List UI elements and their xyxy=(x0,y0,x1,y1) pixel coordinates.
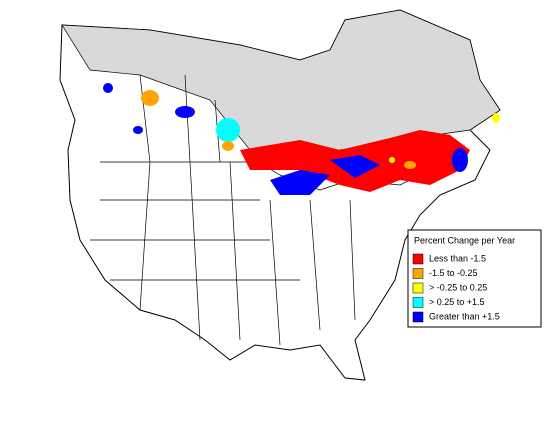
northern-region xyxy=(61,9,501,166)
legend-swatch xyxy=(412,311,424,323)
legend-swatch xyxy=(412,297,424,308)
legend-label: -1.5 to -0.25 xyxy=(429,268,478,278)
region xyxy=(270,170,330,195)
region xyxy=(404,161,416,169)
region xyxy=(330,155,380,178)
legend-title: Percent Change per Year xyxy=(414,235,515,245)
region xyxy=(216,118,240,142)
legend-label: > -0.25 to 0.25 xyxy=(429,282,487,292)
region xyxy=(389,157,395,163)
legend-label: > 0.25 to +1.5 xyxy=(429,297,485,307)
legend: Percent Change per Year Less than -1.5 -1… xyxy=(407,229,542,328)
data-regions xyxy=(103,83,500,195)
region xyxy=(452,148,468,172)
region xyxy=(175,106,195,118)
region xyxy=(222,141,234,151)
legend-label: Greater than +1.5 xyxy=(429,311,500,321)
region xyxy=(103,83,113,93)
legend-box xyxy=(407,229,542,328)
legend-label: Less than -1.5 xyxy=(429,253,486,263)
region xyxy=(133,126,143,134)
legend-swatch xyxy=(412,268,424,279)
legend-swatch xyxy=(412,253,424,265)
region xyxy=(141,90,159,106)
region xyxy=(492,113,500,123)
legend-swatch xyxy=(412,282,424,294)
